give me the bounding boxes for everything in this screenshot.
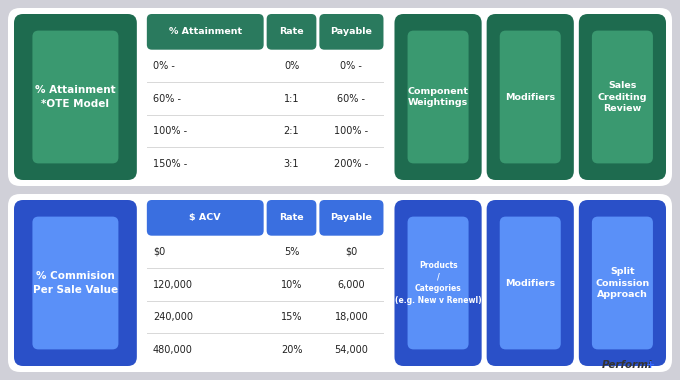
FancyBboxPatch shape xyxy=(605,242,640,325)
FancyBboxPatch shape xyxy=(394,14,481,180)
Text: % Attainment
*OTE Model: % Attainment *OTE Model xyxy=(35,85,116,109)
Text: +: + xyxy=(646,360,655,370)
Text: 0% -: 0% - xyxy=(153,61,175,71)
Text: 15%: 15% xyxy=(281,312,303,322)
FancyBboxPatch shape xyxy=(51,55,100,138)
Text: 18,000: 18,000 xyxy=(335,312,369,322)
FancyBboxPatch shape xyxy=(147,14,264,50)
FancyBboxPatch shape xyxy=(320,200,384,236)
Text: 100% -: 100% - xyxy=(153,126,187,136)
FancyBboxPatch shape xyxy=(407,31,469,163)
FancyBboxPatch shape xyxy=(267,200,316,236)
FancyBboxPatch shape xyxy=(33,217,118,349)
FancyBboxPatch shape xyxy=(8,8,672,186)
Text: Payable: Payable xyxy=(330,27,373,36)
Text: 100% -: 100% - xyxy=(335,126,369,136)
FancyBboxPatch shape xyxy=(14,200,137,366)
Text: % Commision
Per Sale Value: % Commision Per Sale Value xyxy=(33,271,118,295)
FancyBboxPatch shape xyxy=(407,217,469,349)
Text: 6,000: 6,000 xyxy=(337,280,365,290)
Text: 20%: 20% xyxy=(281,345,303,355)
Text: 0%: 0% xyxy=(284,61,299,71)
Text: $0: $0 xyxy=(345,247,358,257)
FancyBboxPatch shape xyxy=(421,242,456,325)
FancyBboxPatch shape xyxy=(513,55,547,138)
Text: Sales
Crediting
Review: Sales Crediting Review xyxy=(598,81,647,113)
Text: % Attainment: % Attainment xyxy=(169,27,242,36)
Text: 0% -: 0% - xyxy=(341,61,362,71)
FancyBboxPatch shape xyxy=(8,194,672,372)
FancyBboxPatch shape xyxy=(579,14,666,180)
FancyBboxPatch shape xyxy=(513,242,547,325)
Text: 2:1: 2:1 xyxy=(284,126,299,136)
Text: 54,000: 54,000 xyxy=(335,345,369,355)
Text: 200% -: 200% - xyxy=(335,159,369,169)
Text: Products
/
Categories
(e.g. New v Renewl): Products / Categories (e.g. New v Renewl… xyxy=(395,261,481,305)
FancyBboxPatch shape xyxy=(579,200,666,366)
FancyBboxPatch shape xyxy=(592,31,653,163)
Text: 1:1: 1:1 xyxy=(284,93,299,104)
Text: Rate: Rate xyxy=(279,27,304,36)
FancyBboxPatch shape xyxy=(33,31,118,163)
Text: Modifiers: Modifiers xyxy=(505,279,556,288)
Text: Payable: Payable xyxy=(330,213,373,222)
Text: Performi: Performi xyxy=(602,360,652,370)
Text: Modifiers: Modifiers xyxy=(505,92,556,101)
FancyBboxPatch shape xyxy=(487,14,574,180)
FancyBboxPatch shape xyxy=(267,14,316,50)
Text: 10%: 10% xyxy=(281,280,302,290)
Text: 60% -: 60% - xyxy=(337,93,365,104)
FancyBboxPatch shape xyxy=(500,31,561,163)
Text: 3:1: 3:1 xyxy=(284,159,299,169)
FancyBboxPatch shape xyxy=(394,200,481,366)
FancyBboxPatch shape xyxy=(592,217,653,349)
Text: Component
Weightings: Component Weightings xyxy=(407,87,469,107)
Text: Split
Comission
Approach: Split Comission Approach xyxy=(595,267,649,299)
Text: 120,000: 120,000 xyxy=(153,280,193,290)
FancyBboxPatch shape xyxy=(500,217,561,349)
Text: 240,000: 240,000 xyxy=(153,312,193,322)
FancyBboxPatch shape xyxy=(605,55,640,138)
Text: 150% -: 150% - xyxy=(153,159,187,169)
Text: 5%: 5% xyxy=(284,247,299,257)
Text: Rate: Rate xyxy=(279,213,304,222)
FancyBboxPatch shape xyxy=(320,14,384,50)
FancyBboxPatch shape xyxy=(487,200,574,366)
Text: 480,000: 480,000 xyxy=(153,345,192,355)
Text: $0: $0 xyxy=(153,247,165,257)
FancyBboxPatch shape xyxy=(14,14,137,180)
FancyBboxPatch shape xyxy=(51,242,100,325)
FancyBboxPatch shape xyxy=(147,200,264,236)
Text: $ ACV: $ ACV xyxy=(190,213,221,222)
Text: 60% -: 60% - xyxy=(153,93,181,104)
FancyBboxPatch shape xyxy=(421,55,456,138)
